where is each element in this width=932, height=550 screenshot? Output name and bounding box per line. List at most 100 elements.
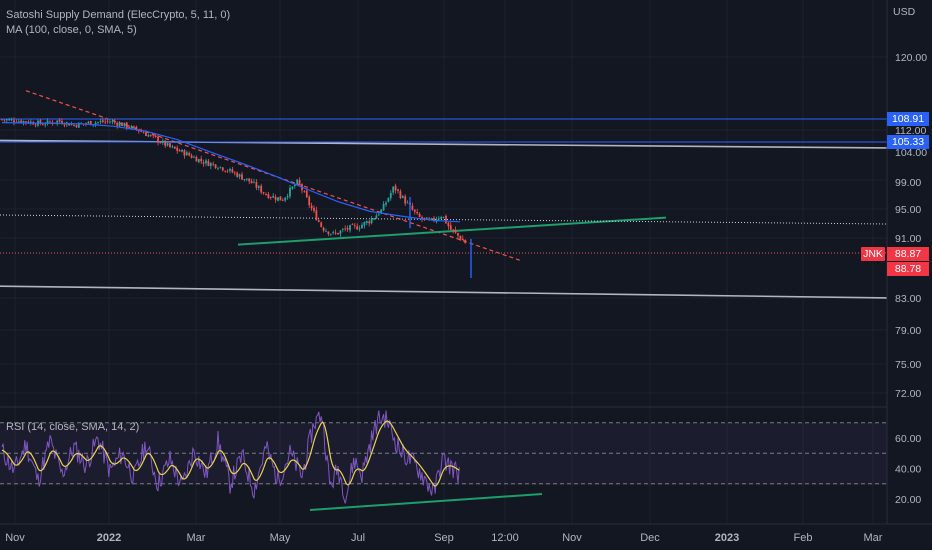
ma-legend[interactable]: MA (100, close, 0, SMA, 5) [6,24,137,36]
rsi-tick-label[interactable]: 40.00 [895,464,921,476]
candle-body [437,218,440,220]
price-tick-label[interactable]: 75.00 [895,359,921,371]
candle-body [274,196,277,200]
price-tick-label[interactable]: 104.00 [895,147,927,159]
candle-body [267,194,270,199]
candle-body [113,121,116,123]
candle-body [344,228,347,230]
time-tick-label[interactable]: Nov [5,532,25,544]
candle-body [454,229,457,233]
time-tick-label[interactable]: Jul [351,532,365,544]
candle-body [430,218,433,220]
candle-body [75,125,78,128]
candle-body [262,192,265,194]
candle-body [353,225,356,227]
candle-body [77,122,80,128]
rsi-axis-ticks[interactable]: 60.00 40.00 20.00 [895,433,921,506]
candle-body [212,163,215,165]
candle-body [221,167,224,171]
rsi-series [0,410,887,511]
candle-body [449,225,452,230]
candle-body [3,119,6,121]
candle-body [17,121,20,123]
candle-body [224,170,227,172]
candle-body [152,134,155,136]
candle-body [46,120,49,124]
candle-body [164,140,167,146]
price-tag-label: 88.87 [887,247,929,261]
candle-body [61,120,63,124]
horizontal-gridlines [0,56,887,394]
candle-body [250,181,253,184]
candle-body [425,217,428,219]
time-tick-label[interactable]: 2022 [97,532,121,544]
candle-body [356,226,359,230]
candle-body [296,179,299,185]
rsi-legend[interactable]: RSI (14, close, SMA, 14, 2) [6,421,140,433]
candle-body [20,120,23,123]
candle-body [260,185,263,193]
candle-body [269,197,272,198]
candle-body [337,233,339,235]
candle-body [89,121,92,125]
candle-body [457,233,459,236]
candle-body [73,125,75,126]
candle-body [241,174,243,180]
candle-body [118,123,121,127]
candle-body [116,122,119,126]
dotted-level-line [0,214,888,225]
price-tick-label[interactable]: 99.00 [895,177,921,189]
candle-body [178,150,181,152]
time-tick-label[interactable]: Mar [187,532,206,544]
candle-body [226,170,229,172]
candle-body [185,152,188,156]
candle-body [286,196,289,198]
candle-body [392,186,395,193]
candle-body [303,191,306,193]
price-axis-ticks[interactable]: 120.00 112.00 104.00 99.00 95.00 91.00 83.00 79… [895,52,927,400]
time-tick-label[interactable]: Nov [562,532,582,544]
rsi-tick-label[interactable]: 60.00 [895,433,921,445]
candle-body [190,155,193,158]
symbol-tag: JNK [861,247,885,261]
price-tick-label[interactable]: 83.00 [895,293,921,305]
candle-body [219,166,222,168]
candle-body [214,164,217,168]
price-tick-label[interactable]: 112.00 [895,125,926,137]
candle-body [195,157,198,162]
candle-body [1,119,3,121]
candle-body [133,125,135,127]
candle-body [349,225,351,231]
indicator-legend[interactable]: Satoshi Supply Demand (ElecCrypto, 5, 11… [6,9,231,21]
price-tick-label[interactable]: 120.00 [895,52,927,64]
time-tick-label[interactable]: 2023 [715,532,739,544]
time-tick-label[interactable]: Feb [794,532,813,544]
price-tick-label[interactable]: 91.00 [895,233,921,245]
candle-body [389,192,392,199]
candle-body [265,194,267,195]
candle-body [279,196,282,201]
candle-body [109,121,111,123]
candle-body [370,218,373,224]
candle-body [423,217,426,219]
candle-body [447,222,450,227]
candle-body [464,240,467,244]
time-tick-label[interactable]: May [270,532,291,544]
candle-body [200,158,203,162]
time-tick-label[interactable]: Sep [434,532,454,544]
rsi-tick-label[interactable]: 20.00 [895,494,921,506]
time-tick-label[interactable]: Mar [864,532,883,544]
candle-body [245,178,248,180]
time-tick-label[interactable]: Dec [640,532,660,544]
candle-body [56,120,59,123]
time-tick-label[interactable]: 12:00 [491,532,519,544]
candle-body [137,130,140,132]
candle-body [382,203,385,211]
candle-body [416,211,419,214]
price-tick-label[interactable]: 72.00 [895,388,921,400]
time-axis-ticks[interactable]: Nov 2022 Mar May Jul Sep 12:00 Nov Dec 2023 Feb Mar [5,532,883,544]
price-tick-label[interactable]: 95.00 [895,204,921,216]
candle-body [452,229,455,231]
price-tick-label[interactable]: 79.00 [895,325,921,337]
